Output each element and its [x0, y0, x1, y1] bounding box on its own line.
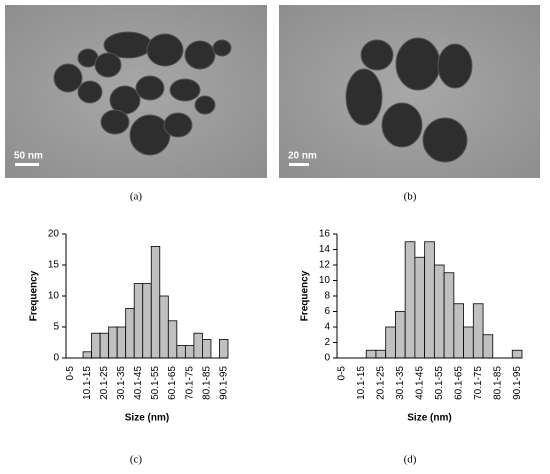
bar: [82, 351, 92, 359]
x-tick-label: 20.1-25: [99, 366, 110, 400]
y-tick-label: 12: [319, 260, 331, 271]
bar: [125, 307, 135, 359]
bar: [184, 345, 195, 359]
y-axis-label: Frequency: [300, 270, 311, 321]
x-tick-label: 10.1-15: [356, 366, 367, 400]
bar: [150, 245, 161, 359]
x-tick-label: 80.1-85: [201, 366, 212, 400]
x-tick-label: 60.1-65: [453, 366, 464, 400]
bar: [453, 303, 464, 359]
y-tick-label: 6: [324, 306, 330, 317]
bar: [116, 326, 127, 359]
y-tick-label: 10: [48, 291, 60, 302]
bar: [482, 334, 494, 359]
panel-label: (c): [130, 454, 143, 466]
x-tick-label: 30.1-35: [116, 366, 127, 400]
bar: [443, 272, 455, 359]
bar: [108, 326, 118, 359]
bar: [365, 349, 377, 359]
y-tick-label: 16: [319, 229, 331, 240]
bar: [414, 256, 426, 359]
x-tick-label: 30.1-35: [395, 366, 406, 400]
x-axis-label: Size (nm): [407, 413, 451, 424]
tem-image-a: 50 nm: [5, 5, 267, 178]
bar: [395, 311, 406, 359]
bar: [219, 338, 229, 359]
bar: [424, 241, 435, 359]
bar: [99, 332, 110, 359]
bar: [202, 338, 212, 359]
x-tick-label: 40.1-45: [414, 366, 425, 400]
bar: [193, 332, 203, 359]
x-tick-label: 90.1-95: [218, 366, 229, 400]
y-tick-label: 2: [324, 337, 330, 348]
bar: [133, 283, 144, 359]
y-axis-label: Frequency: [29, 270, 40, 321]
bar: [404, 241, 416, 359]
bar: [463, 326, 474, 359]
bar: [176, 345, 186, 359]
scale-bar-label: 20 nm: [288, 151, 317, 162]
bar: [159, 295, 169, 359]
bar: [385, 326, 396, 359]
y-tick-label: 0: [53, 353, 59, 364]
x-tick-label: 10.1-15: [82, 366, 93, 400]
bar: [91, 332, 101, 359]
panel-label: (b): [404, 191, 417, 203]
panel-label: (d): [404, 454, 417, 466]
x-tick-label: 40.1-45: [133, 366, 144, 400]
y-tick-label: 4: [324, 322, 330, 333]
bar: [167, 320, 178, 359]
x-axis-label: Size (nm): [125, 413, 169, 424]
y-tick-label: 15: [48, 260, 60, 271]
x-tick-label: 70.1-75: [473, 366, 484, 400]
bar: [472, 303, 484, 359]
y-tick-label: 10: [319, 275, 331, 286]
tem-image-b: 20 nm: [279, 5, 540, 178]
y-tick-label: 0: [324, 353, 330, 364]
y-tick-label: 14: [319, 244, 331, 255]
y-tick-label: 8: [324, 291, 330, 302]
bar: [142, 283, 152, 359]
panel-label: (a): [130, 191, 143, 203]
bar: [375, 349, 387, 359]
x-tick-label: 0-5: [337, 366, 348, 381]
x-tick-label: 50.1-55: [150, 366, 161, 400]
x-tick-label: 50.1-55: [434, 366, 445, 400]
x-tick-label: 0-5: [65, 366, 76, 381]
bar: [511, 349, 523, 359]
bar: [433, 264, 445, 359]
x-tick-label: 80.1-85: [492, 366, 503, 400]
y-tick-label: 20: [48, 229, 60, 240]
scale-bar-label: 50 nm: [14, 151, 43, 162]
y-tick-label: 5: [53, 322, 59, 333]
x-tick-label: 20.1-25: [375, 366, 386, 400]
x-tick-label: 90.1-95: [512, 366, 523, 400]
x-tick-label: 70.1-75: [184, 366, 195, 400]
x-tick-label: 60.1-65: [167, 366, 178, 400]
